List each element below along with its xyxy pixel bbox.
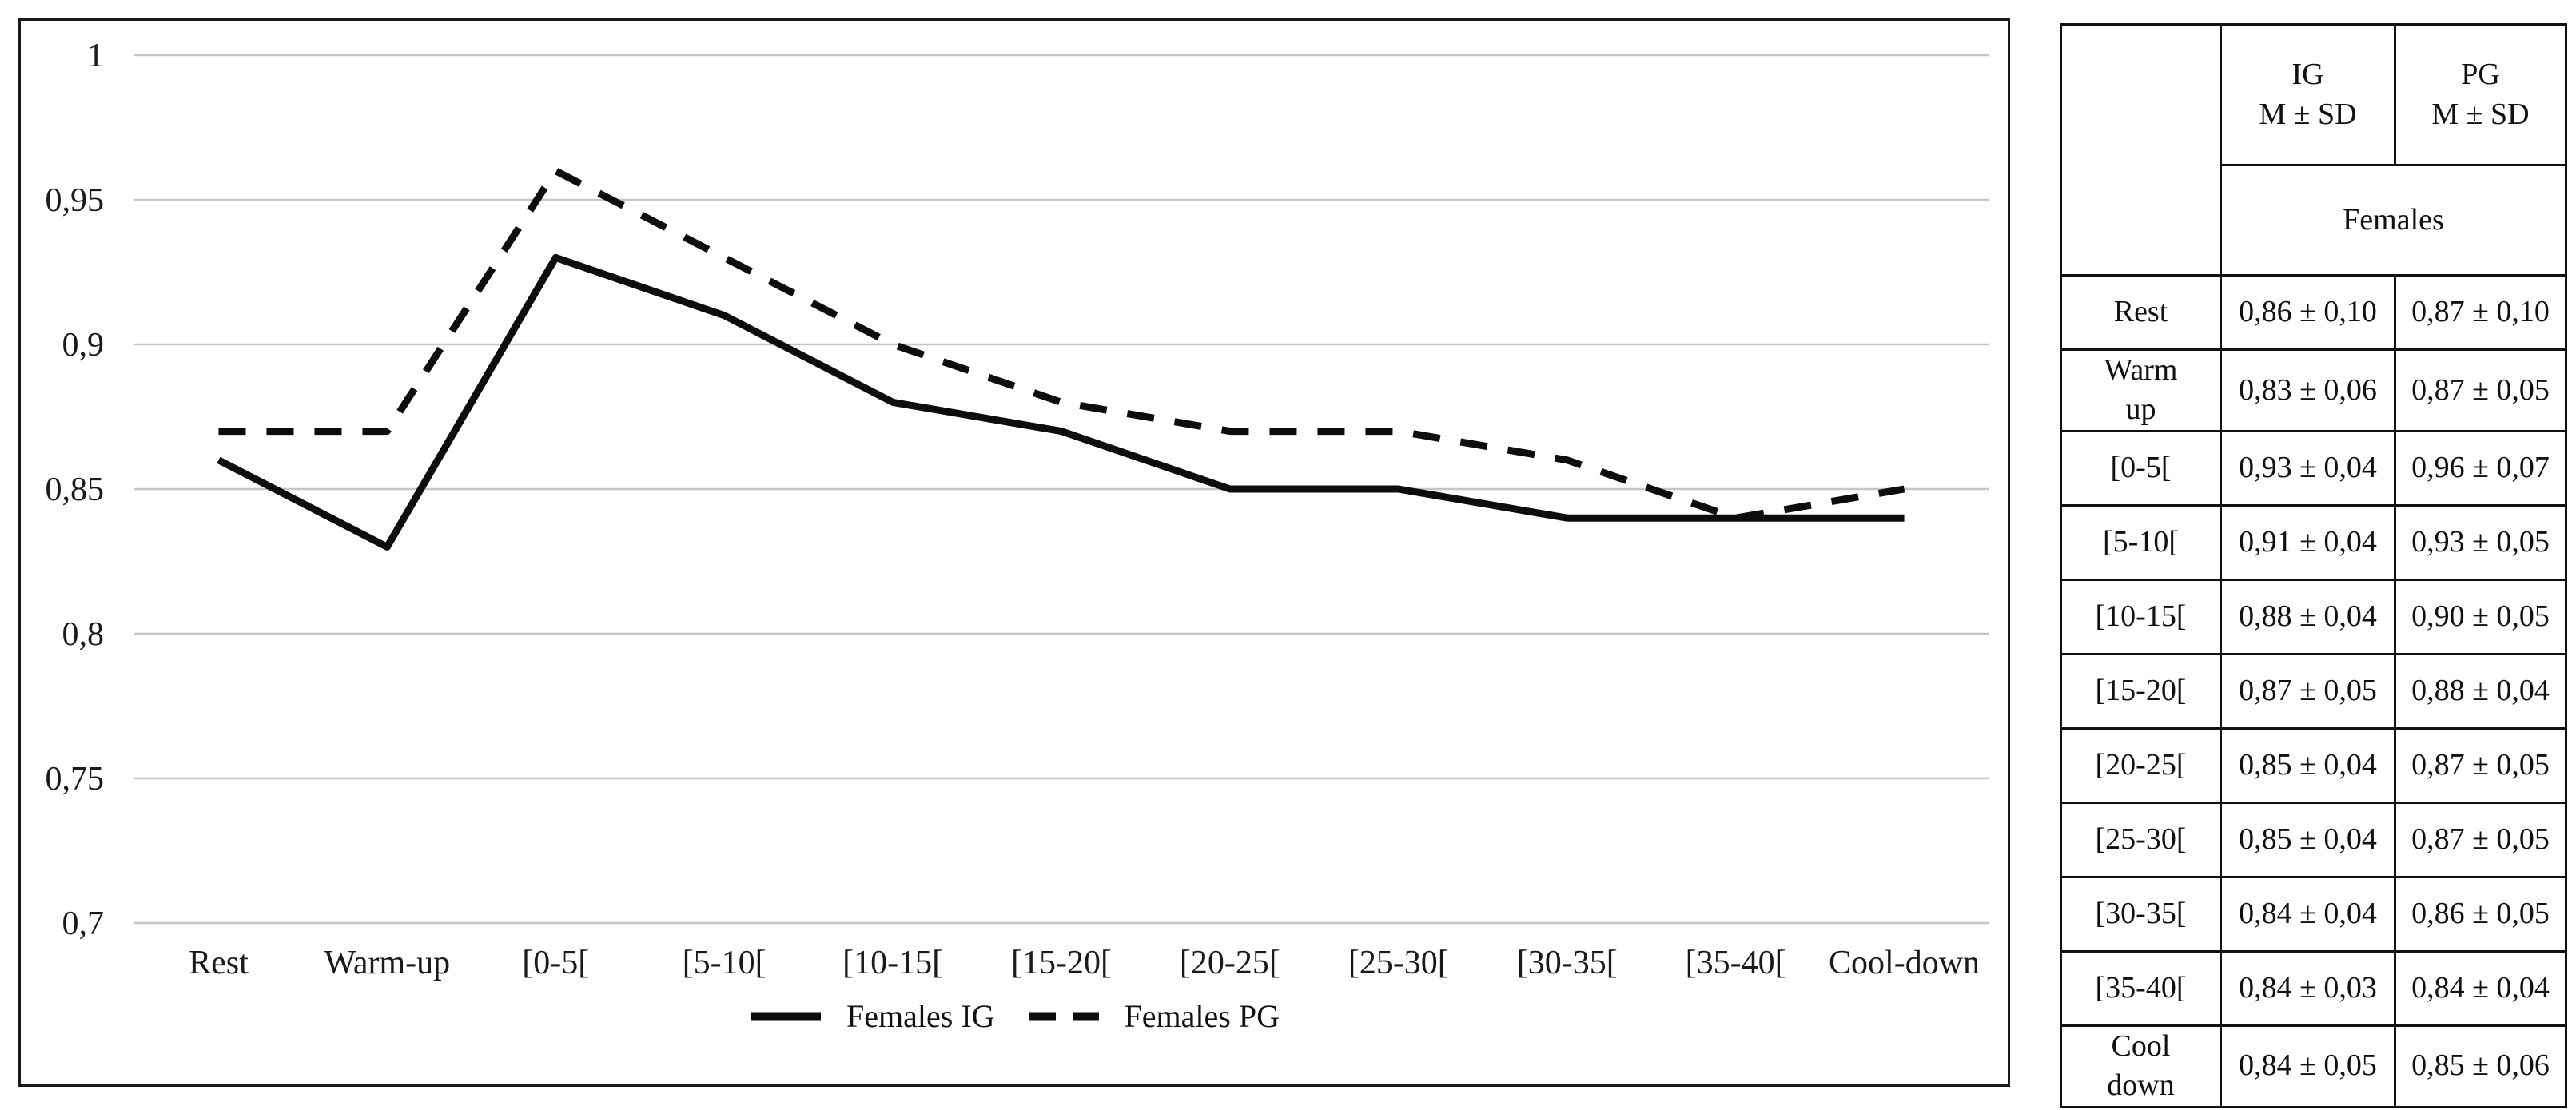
pg-value-cell: 0,87 ± 0,05 [2394,801,2567,878]
ig-value-cell: 0,86 ± 0,10 [2220,274,2396,351]
table-body: Rest 0,86 ± 0,10 0,87 ± 0,10 Warm up 0,83 ± … [2060,274,2567,1108]
table-row: [30-35[0,84 ± 0,04 0,86 ± 0,05 [2060,875,2567,953]
x-tick-label: Warm-up [324,945,451,981]
pg-column-title: PG [2461,58,2500,92]
pg-value-cell: 0,85 ± 0,06 [2394,1024,2567,1108]
row-label-cell: [25-30[ [2060,801,2222,878]
table-row: Rest 0,86 ± 0,10 0,87 ± 0,10 [2060,274,2567,351]
ig-column-header: IG M ± SD [2220,23,2396,166]
table-row: [10-15[0,88 ± 0,04 0,90 ± 0,05 [2060,578,2567,655]
x-tick-label: [35-40[ [1686,945,1786,981]
ig-msd-label: M ± SD [2259,97,2357,131]
ig-value-cell: 0,84 ± 0,04 [2220,875,2396,953]
legend-line-solid-icon [751,1012,822,1020]
pg-value-cell: 0,86 ± 0,05 [2394,875,2567,953]
pg-column-header: PG M ± SD [2394,23,2567,166]
y-tick-label: 1 [87,38,104,74]
table-corner-cell [2060,23,2222,277]
ig-column-title: IG [2291,58,2324,92]
row-label-cell: [20-25[ [2060,726,2222,804]
pg-value-cell: 0,87 ± 0,10 [2394,274,2567,351]
table-row: Warm up 0,83 ± 0,06 0,87 ± 0,05 [2060,348,2567,432]
series-line-females-pg [218,167,1905,522]
ig-value-cell: 0,85 ± 0,04 [2220,726,2396,804]
table-row: Cool down 0,84 ± 0,05 0,85 ± 0,06 [2060,1024,2567,1108]
ig-value-cell: 0,87 ± 0,05 [2220,652,2396,730]
line-chart: 1 0,95 0,9 0,85 0,8 0,75 0,7 Rest Warm-up [0-5[ [5… [21,21,2008,1084]
data-table: IG M ± SD PG M ± SD Females Rest 0,86 ± 0… [2060,23,2567,1108]
x-tick-label: [30-35[ [1517,945,1618,981]
table-header: IG M ± SD PG M ± SD Females [2060,23,2567,277]
table-row: [35-40[0,84 ± 0,03 0,84 ± 0,04 [2060,949,2567,1027]
y-tick-label: 0,95 [46,182,105,219]
x-tick-label: [15-20[ [1011,945,1112,981]
row-label-cell: Warm up [2060,348,2222,432]
ig-value-cell: 0,84 ± 0,03 [2220,949,2396,1027]
pg-value-cell: 0,87 ± 0,05 [2394,726,2567,804]
pg-value-cell: 0,96 ± 0,07 [2394,429,2567,507]
x-tick-label: [25-30[ [1348,945,1449,981]
pg-value-cell: 0,88 ± 0,04 [2394,652,2567,730]
row-label-cell: [5-10[ [2060,503,2222,581]
pg-value-cell: 0,84 ± 0,04 [2394,949,2567,1027]
chart-legend: Females IG Females PG [21,997,2008,1035]
legend-item: Females IG [749,997,995,1035]
x-tick-label: [0-5[ [522,945,589,981]
y-tick-label: 0,9 [62,327,105,364]
table-row: [15-20[0,87 ± 0,05 0,88 ± 0,04 [2060,652,2567,730]
row-label-cell: [15-20[ [2060,652,2222,730]
ig-value-cell: 0,88 ± 0,04 [2220,578,2396,655]
row-label-cell: Cool down [2060,1024,2222,1108]
legend-item: Females PG [1027,997,1280,1035]
y-tick-label: 0,7 [62,905,105,942]
x-tick-label: Cool-down [1829,945,1980,981]
pg-value-cell: 0,93 ± 0,05 [2394,503,2567,581]
y-tick-label: 0,75 [46,761,105,798]
y-tick-label: 0,8 [62,616,105,653]
row-label-cell: [30-35[ [2060,875,2222,953]
x-tick-label: [5-10[ [683,945,766,981]
chart-panel: 1 0,95 0,9 0,85 0,8 0,75 0,7 Rest Warm-up [0-5[ [5… [18,18,2010,1087]
pg-value-cell: 0,90 ± 0,05 [2394,578,2567,655]
table-row: [20-25[0,85 ± 0,04 0,87 ± 0,05 [2060,726,2567,804]
pg-value-cell: 0,87 ± 0,05 [2394,348,2567,432]
x-tick-label: [20-25[ [1180,945,1280,981]
row-label-cell: [0-5[ [2060,429,2222,507]
ig-value-cell: 0,91 ± 0,04 [2220,503,2396,581]
x-tick-label: [10-15[ [842,945,943,981]
line-chart-svg: 1 0,95 0,9 0,85 0,8 0,75 0,7 Rest Warm-up [0-5[ [5… [46,38,1989,981]
row-label-cell: Rest [2060,274,2222,351]
row-label-cell: [10-15[ [2060,578,2222,655]
x-tick-label: Rest [189,945,249,981]
ig-value-cell: 0,93 ± 0,04 [2220,429,2396,507]
table-row: [0-5[0,93 ± 0,04 0,96 ± 0,07 [2060,429,2567,507]
row-label-cell: [35-40[ [2060,949,2222,1027]
ig-value-cell: 0,84 ± 0,05 [2220,1024,2396,1108]
series-line-females-ig [217,253,1905,551]
legend-label: Females PG [1124,998,1280,1034]
ig-value-cell: 0,83 ± 0,06 [2220,348,2396,432]
table-row: [25-30[0,85 ± 0,04 0,87 ± 0,05 [2060,801,2567,878]
ig-value-cell: 0,85 ± 0,04 [2220,801,2396,878]
pg-msd-label: M ± SD [2431,97,2530,131]
females-group-header: Females [2220,164,2567,277]
y-tick-label: 0,85 [46,471,105,508]
legend-label: Females IG [846,998,995,1034]
table-row: [5-10[0,91 ± 0,04 0,93 ± 0,05 [2060,503,2567,581]
legend-line-dashed-icon [1028,1012,1099,1020]
